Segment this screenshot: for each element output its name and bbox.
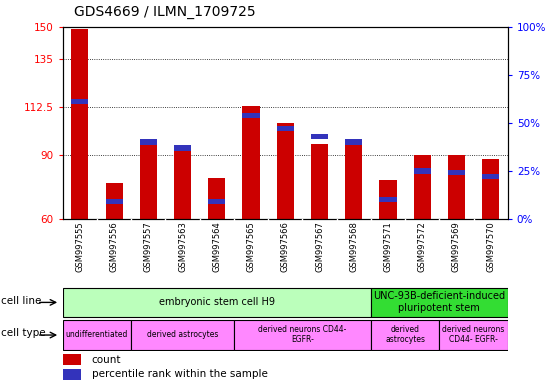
- Text: derived
astrocytes: derived astrocytes: [385, 325, 425, 344]
- Text: percentile rank within the sample: percentile rank within the sample: [92, 369, 268, 379]
- Bar: [63, 354, 81, 365]
- Bar: [448, 155, 465, 219]
- Text: GSM997565: GSM997565: [247, 221, 256, 271]
- Text: cell line: cell line: [1, 296, 41, 306]
- Bar: [140, 140, 157, 219]
- Bar: [277, 123, 294, 219]
- Bar: [242, 106, 259, 219]
- Text: embryonic stem cell H9: embryonic stem cell H9: [159, 297, 275, 307]
- Bar: [72, 29, 88, 219]
- Text: count: count: [92, 355, 121, 365]
- Text: GSM997556: GSM997556: [110, 221, 118, 271]
- Bar: [131, 320, 234, 350]
- Bar: [311, 134, 328, 139]
- Bar: [448, 170, 465, 175]
- Text: GSM997568: GSM997568: [349, 221, 358, 272]
- Bar: [242, 113, 259, 118]
- Bar: [371, 288, 508, 317]
- Bar: [379, 180, 396, 219]
- Bar: [482, 159, 499, 219]
- Bar: [174, 146, 191, 219]
- Text: GDS4669 / ILMN_1709725: GDS4669 / ILMN_1709725: [74, 5, 256, 19]
- Text: GSM997572: GSM997572: [418, 221, 427, 271]
- Bar: [482, 174, 499, 179]
- Bar: [345, 140, 363, 219]
- Bar: [63, 288, 371, 317]
- Text: GSM997567: GSM997567: [315, 221, 324, 272]
- Bar: [440, 320, 508, 350]
- Text: derived astrocytes: derived astrocytes: [147, 330, 218, 339]
- Bar: [379, 197, 396, 202]
- Bar: [345, 139, 363, 145]
- Bar: [311, 144, 328, 219]
- Text: GSM997570: GSM997570: [486, 221, 495, 271]
- Text: GSM997571: GSM997571: [383, 221, 393, 271]
- Bar: [208, 199, 225, 204]
- Bar: [105, 199, 123, 204]
- Bar: [63, 369, 81, 380]
- Bar: [174, 145, 191, 151]
- Bar: [277, 126, 294, 131]
- Text: derived neurons
CD44- EGFR-: derived neurons CD44- EGFR-: [442, 325, 505, 344]
- Text: derived neurons CD44-
EGFR-: derived neurons CD44- EGFR-: [258, 325, 347, 344]
- Text: UNC-93B-deficient-induced
pluripotent stem: UNC-93B-deficient-induced pluripotent st…: [373, 291, 506, 313]
- Text: GSM997569: GSM997569: [452, 221, 461, 271]
- Bar: [234, 320, 371, 350]
- Bar: [371, 320, 440, 350]
- Text: GSM997563: GSM997563: [178, 221, 187, 272]
- Bar: [414, 155, 431, 219]
- Text: cell type: cell type: [1, 328, 45, 338]
- Bar: [63, 320, 131, 350]
- Text: GSM997557: GSM997557: [144, 221, 153, 271]
- Text: GSM997564: GSM997564: [212, 221, 221, 271]
- Bar: [414, 168, 431, 174]
- Text: GSM997566: GSM997566: [281, 221, 290, 272]
- Text: undifferentiated: undifferentiated: [66, 330, 128, 339]
- Bar: [105, 183, 123, 219]
- Bar: [72, 99, 88, 104]
- Text: GSM997555: GSM997555: [75, 221, 85, 271]
- Bar: [208, 178, 225, 219]
- Bar: [140, 139, 157, 145]
